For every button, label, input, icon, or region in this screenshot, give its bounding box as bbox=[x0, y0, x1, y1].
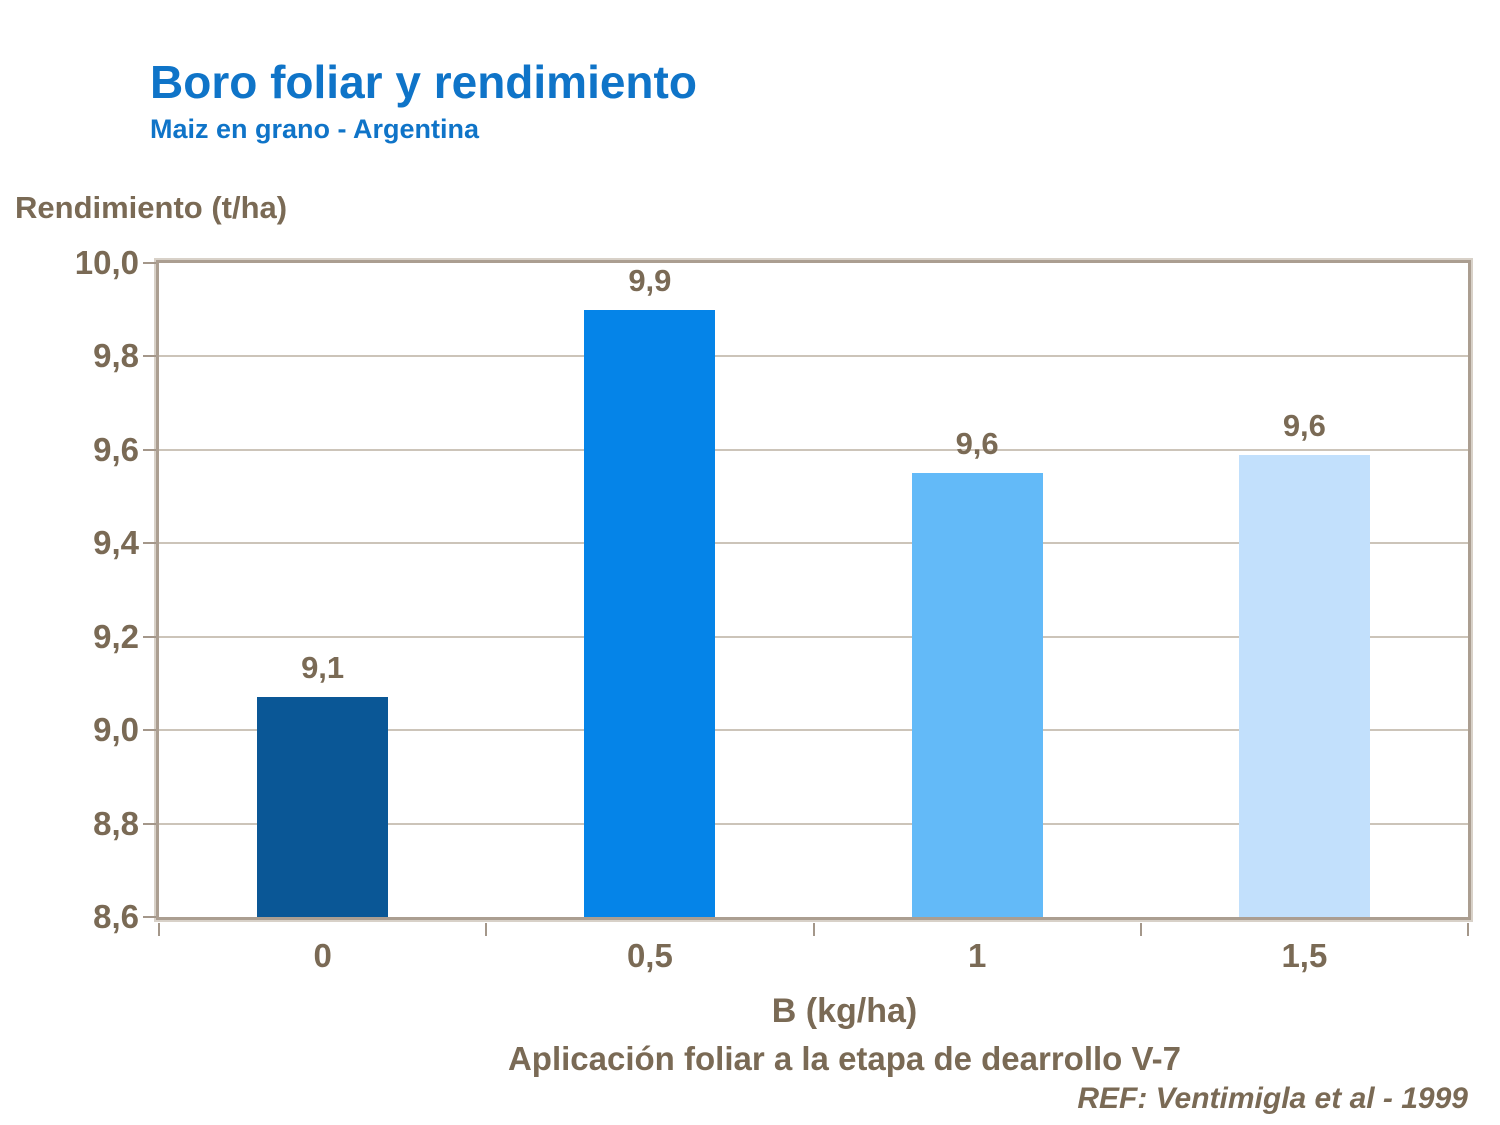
x-category-label: 0,5 bbox=[626, 937, 673, 974]
x-category-label: 1,5 bbox=[1281, 937, 1328, 974]
x-tick-mark bbox=[1139, 923, 1142, 936]
x-axis-subtitle: Aplicación foliar a la etapa de dearroll… bbox=[507, 1040, 1182, 1077]
x-tick-mark bbox=[485, 923, 488, 936]
y-tick-label: 8,8 bbox=[93, 804, 139, 842]
y-tick-label: 8,6 bbox=[93, 898, 139, 935]
page-subtitle: Maiz en grano - Argentina bbox=[150, 114, 480, 144]
y-tick-mark bbox=[143, 542, 156, 545]
y-tick-mark bbox=[143, 729, 156, 732]
page-title: Boro foliar y rendimiento bbox=[150, 56, 697, 108]
plot-area bbox=[154, 258, 1473, 922]
x-category-label: 0 bbox=[313, 937, 332, 974]
x-category-label: 1 bbox=[967, 937, 987, 974]
bar-1_5 bbox=[1238, 454, 1370, 917]
y-tick-label: 9,2 bbox=[93, 617, 139, 655]
y-tick-mark bbox=[143, 635, 156, 638]
y-tick-mark bbox=[143, 448, 156, 451]
x-tick-mark bbox=[158, 923, 160, 936]
bar-0_5 bbox=[584, 309, 716, 917]
y-tick-label: 9,6 bbox=[93, 430, 139, 468]
y-tick-mark bbox=[143, 355, 156, 358]
y-tick-label: 9,8 bbox=[93, 337, 139, 375]
x-axis-title: B (kg/ha) bbox=[771, 992, 918, 1030]
reference-citation: REF: Ventimigla et al - 1999 bbox=[1077, 1082, 1468, 1115]
gridline bbox=[159, 355, 1468, 358]
y-tick-label: 10,0 bbox=[74, 244, 139, 281]
y-tick-label: 9,4 bbox=[93, 524, 139, 562]
gridline bbox=[159, 448, 1468, 451]
gridline bbox=[159, 635, 1468, 638]
y-axis-title: Rendimiento (t/ha) bbox=[15, 190, 288, 225]
gridline bbox=[159, 542, 1468, 545]
y-tick-label: 9,0 bbox=[93, 711, 139, 749]
y-tick-mark bbox=[143, 916, 156, 918]
bar-0 bbox=[257, 697, 389, 917]
gridline bbox=[159, 729, 1468, 732]
x-tick-mark bbox=[812, 923, 815, 936]
y-tick-mark bbox=[143, 262, 156, 264]
y-tick-mark bbox=[143, 822, 156, 825]
bar-1 bbox=[911, 473, 1043, 917]
gridline bbox=[159, 822, 1468, 825]
x-tick-mark bbox=[1467, 923, 1469, 936]
